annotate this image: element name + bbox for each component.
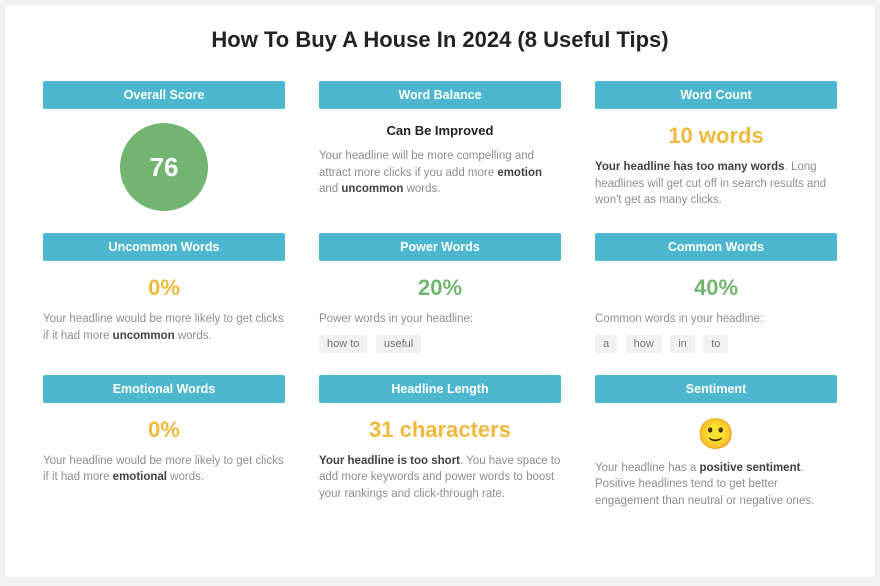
uncommon-desc: Your headline would be more likely to ge… [43, 311, 285, 344]
desc-bold: uncommon [113, 330, 175, 342]
common-desc: Common words in your headline: [595, 311, 837, 328]
card-overall-score: Overall Score 76 [43, 81, 285, 211]
desc-text: and [319, 183, 341, 195]
card-title: Headline Length [319, 375, 561, 403]
power-chips: how to useful [319, 334, 561, 353]
desc-bold: positive sentiment [699, 462, 800, 474]
score-wrap: 76 [43, 123, 285, 211]
analyzer-panel: How To Buy A House In 2024 (8 Useful Tip… [4, 4, 876, 578]
power-value: 20% [319, 275, 561, 301]
metrics-grid: Overall Score 76 Word Balance Can Be Imp… [43, 81, 837, 510]
desc-text: words. [167, 471, 204, 483]
chip: a [595, 335, 617, 353]
uncommon-value: 0% [43, 275, 285, 301]
score-value: 76 [150, 152, 179, 183]
emotional-value: 0% [43, 417, 285, 443]
card-title: Overall Score [43, 81, 285, 109]
headline-text: How To Buy A House In 2024 (8 Useful Tip… [43, 27, 837, 53]
card-common-words: Common Words 40% Common words in your he… [595, 233, 837, 353]
card-emotional-words: Emotional Words 0% Your headline would b… [43, 375, 285, 510]
card-power-words: Power Words 20% Power words in your head… [319, 233, 561, 353]
desc-bold: emotional [113, 471, 167, 483]
chip: to [703, 335, 728, 353]
card-title: Power Words [319, 233, 561, 261]
length-value: 31 characters [319, 417, 561, 443]
card-headline-length: Headline Length 31 characters Your headl… [319, 375, 561, 510]
desc-bold: emotion [497, 167, 542, 179]
card-title: Uncommon Words [43, 233, 285, 261]
card-word-count: Word Count 10 words Your headline has to… [595, 81, 837, 211]
card-uncommon-words: Uncommon Words 0% Your headline would be… [43, 233, 285, 353]
wordcount-desc: Your headline has too many words. Long h… [595, 159, 837, 209]
desc-bold: uncommon [341, 183, 403, 195]
chip: useful [376, 335, 421, 353]
common-chips: a how in to [595, 334, 837, 353]
sentiment-desc: Your headline has a positive sentiment. … [595, 460, 837, 510]
chip: how [626, 335, 662, 353]
balance-subhead: Can Be Improved [319, 123, 561, 138]
desc-text: Your headline has a [595, 462, 699, 474]
card-title: Common Words [595, 233, 837, 261]
card-word-balance: Word Balance Can Be Improved Your headli… [319, 81, 561, 211]
emotional-desc: Your headline would be more likely to ge… [43, 453, 285, 486]
length-desc: Your headline is too short. You have spa… [319, 453, 561, 503]
card-title: Emotional Words [43, 375, 285, 403]
sentiment-emoji-icon: 🙂 [595, 417, 837, 452]
score-circle: 76 [120, 123, 208, 211]
desc-bold: Your headline is too short [319, 455, 460, 467]
chip: in [670, 335, 695, 353]
desc-bold: Your headline has too many words [595, 161, 785, 173]
power-desc: Power words in your headline: [319, 311, 561, 328]
wordcount-value: 10 words [595, 123, 837, 149]
desc-text: words. [403, 183, 440, 195]
balance-desc: Your headline will be more compelling an… [319, 148, 561, 198]
card-title: Word Balance [319, 81, 561, 109]
card-title: Sentiment [595, 375, 837, 403]
desc-text: words. [175, 330, 212, 342]
card-title: Word Count [595, 81, 837, 109]
common-value: 40% [595, 275, 837, 301]
card-sentiment: Sentiment 🙂 Your headline has a positive… [595, 375, 837, 510]
chip: how to [319, 335, 367, 353]
